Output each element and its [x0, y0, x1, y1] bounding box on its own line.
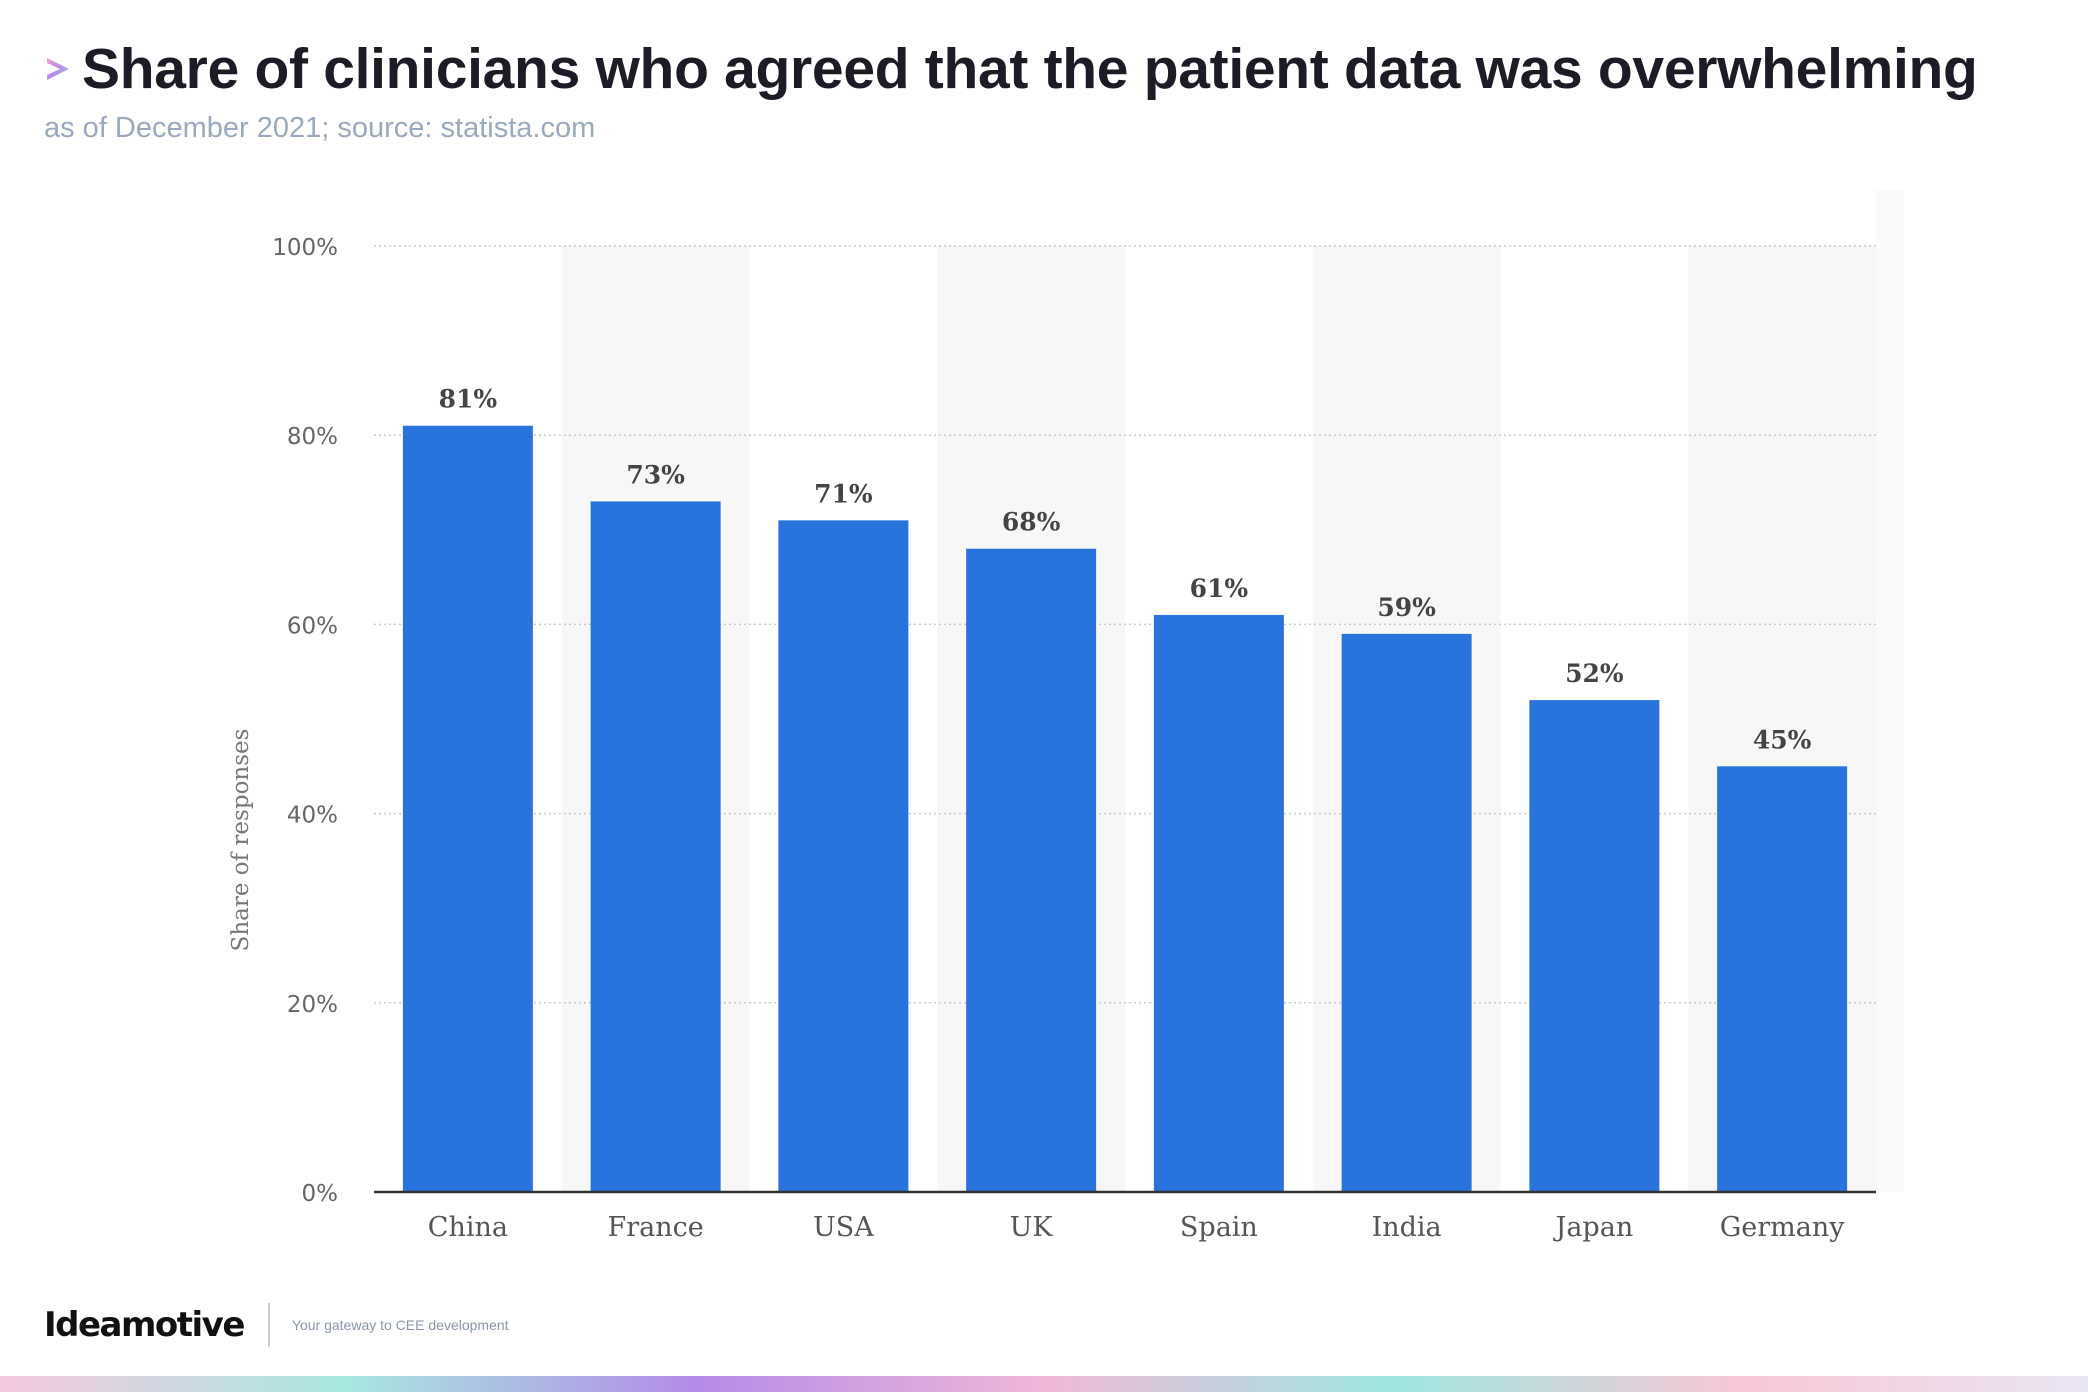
x-tick-label: France	[608, 1212, 704, 1243]
data-label: 61%	[1190, 574, 1249, 603]
x-tick-label: Japan	[1553, 1212, 1634, 1243]
y-tick-label: 40%	[287, 803, 338, 829]
bar	[402, 425, 533, 1192]
title-row: Share of clinicians who agreed that the …	[44, 36, 2044, 102]
footer: Ideamotive Your gateway to CEE developme…	[44, 1302, 509, 1348]
y-tick-label: 60%	[287, 613, 338, 639]
data-label: 68%	[1002, 508, 1061, 537]
bar-chart: 0% 20% 40% 60% 80% 100% Share of responses 81% C…	[228, 190, 1904, 1243]
x-tick-label: USA	[813, 1212, 874, 1243]
data-label: 73%	[626, 460, 685, 489]
x-tick-label: China	[428, 1212, 508, 1243]
x-tick-label: Germany	[1720, 1212, 1846, 1243]
bar	[1529, 700, 1660, 1192]
data-label: 81%	[439, 385, 498, 414]
bar	[1153, 614, 1284, 1192]
x-tick-label: UK	[1010, 1212, 1054, 1243]
y-tick-label: 0%	[302, 1181, 339, 1207]
chart-title: Share of clinicians who agreed that the …	[82, 37, 1978, 101]
edge-panel	[1876, 190, 1904, 1192]
y-tick-label: 20%	[287, 992, 338, 1018]
data-label: 71%	[814, 479, 873, 508]
y-tick-label: 80%	[287, 424, 338, 450]
bar	[966, 548, 1097, 1192]
data-label: 45%	[1753, 725, 1812, 754]
chart-subtitle: as of December 2021; source: statista.co…	[44, 112, 596, 144]
gradient-bar	[0, 1376, 2088, 1392]
data-label: 59%	[1377, 593, 1436, 622]
brand-logo: Ideamotive	[44, 1305, 245, 1345]
data-label: 52%	[1565, 659, 1624, 688]
brand-tagline: Your gateway to CEE development	[291, 1317, 509, 1333]
y-axis-title: Share of responses	[228, 729, 254, 952]
arrow-chevron-icon	[47, 58, 69, 80]
bar	[778, 520, 909, 1192]
chart-header: Share of clinicians who agreed that the …	[44, 36, 2044, 145]
x-tick-label: India	[1372, 1212, 1442, 1243]
footer-divider	[267, 1303, 270, 1347]
x-tick-label: Spain	[1180, 1212, 1258, 1243]
bar	[1341, 633, 1472, 1192]
bar	[1717, 766, 1848, 1192]
y-tick-label: 100%	[272, 235, 338, 261]
bar	[590, 501, 721, 1192]
